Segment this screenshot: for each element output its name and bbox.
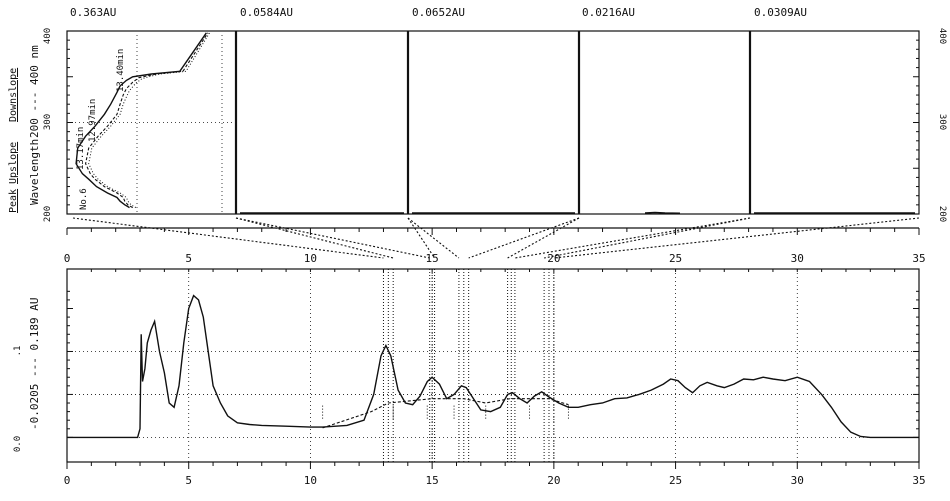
chromatogram-trace-dashed (322, 398, 569, 429)
time-axis-top-label: 20 (547, 252, 560, 265)
annotation-time-1317: 13.17min (76, 127, 86, 170)
annotation-time-1340: 13.40min (116, 49, 126, 92)
chromatogram-y-label-group: -0.0205 --- 0.189 AU (28, 298, 41, 430)
time-axis-top-label: 25 (669, 252, 682, 265)
spectrum-label-3: 0.0652AU (412, 6, 465, 19)
panel-connector-left-2 (235, 217, 430, 259)
spectra-y-label-range: 200 --- 400 nm (28, 45, 41, 138)
chromatogram-y-tick-01: .1 (13, 346, 23, 357)
wavelength-tick-400-left: 400 (43, 28, 53, 44)
annot-no6-group: No.6 (79, 188, 89, 210)
spectra-y-label-downslope-group: Downslope (8, 68, 19, 122)
spectra-y-label-wavelength-group: Wavelength (28, 139, 41, 205)
chromatogram-y-label: -0.0205 --- 0.189 AU (28, 298, 41, 430)
wavelength-tick-400-right: 400 (937, 28, 947, 44)
spectrum-label-4: 0.0216AU (582, 6, 635, 19)
spectra-frame (66, 30, 920, 215)
chromatogram-y-tick-0: 0.0 (13, 436, 23, 452)
time-axis-top-label: 15 (426, 252, 439, 265)
time-axis-bottom-label: 35 (912, 474, 925, 487)
chromatogram-frame (66, 268, 920, 463)
time-axis-bottom-label: 20 (547, 474, 560, 487)
wavelength-tick-300-right: 300 (937, 114, 947, 130)
annot-1317-group: 13.17min (76, 127, 86, 170)
spectrum-label-2: 0.0584AU (240, 6, 293, 19)
annot-1340-group: 13.40min (116, 49, 126, 92)
spectrum-curve-solid (75, 32, 207, 209)
panel-connector-right-3 (468, 217, 580, 259)
time-axis-bottom-label: 25 (669, 474, 682, 487)
time-axis-bottom-label: 15 (426, 474, 439, 487)
annot-1297-group: 12.97min (88, 99, 98, 142)
wavelength-tick-300-left: 300 (43, 114, 53, 130)
spectrum-label-5: 0.0309AU (754, 6, 807, 19)
spectra-y-label-wavelength: Wavelength (28, 139, 41, 205)
spectra-y-label-peak: Peak (8, 189, 19, 213)
tick-01-group: .1 (13, 346, 23, 357)
panel-connector-left-5 (544, 217, 751, 259)
panel-connector-left-1 (72, 217, 384, 259)
time-axis-top-label: 35 (912, 252, 925, 265)
time-axis-bottom-label: 0 (64, 474, 71, 487)
time-axis-top-label: 0 (64, 252, 71, 265)
annotation-time-1297: 12.97min (88, 99, 98, 142)
spectrum-curve-dotted (88, 32, 211, 209)
spectrum-panel-4-trace (644, 211, 681, 214)
time-axis-bottom-label: 5 (185, 474, 192, 487)
spectra-y-label-downslope: Downslope (8, 68, 19, 122)
tick-00-group: 0.0 (13, 436, 23, 452)
wavelength-tick-200-right: 200 (937, 206, 947, 222)
panel-connector-right-5 (553, 217, 920, 259)
panel-connector-right-1 (235, 217, 394, 259)
time-axis-top-label: 5 (185, 252, 192, 265)
time-axis-top-label: 10 (304, 252, 317, 265)
spectra-y-label-range-group: 200 --- 400 nm (28, 45, 41, 138)
panel-connector-left-3 (407, 217, 460, 259)
spectra-y-label-upslope: Upslope (8, 142, 19, 184)
time-axis-bottom-label: 30 (791, 474, 804, 487)
spectrum-label-1: 0.363AU (70, 6, 116, 19)
time-axis-top-label: 30 (791, 252, 804, 265)
plot-content: 0 5 10 15 20 25 30 35 0 5 10 15 20 25 30 35 (64, 30, 926, 487)
spectrum-curve-dashed (85, 32, 209, 209)
wavelength-tick-200-left: 200 (43, 206, 53, 222)
chromatogram-trace-solid (67, 294, 919, 439)
panel-connector-left-4 (507, 217, 580, 259)
annotation-peak-number: No.6 (79, 188, 89, 210)
spectra-y-label-peak-group: Peak (8, 189, 19, 213)
time-axis-bottom-label: 10 (304, 474, 317, 487)
panel-connector-right-2 (407, 217, 436, 259)
spectra-y-label-upslope-group: Upslope (8, 142, 19, 184)
